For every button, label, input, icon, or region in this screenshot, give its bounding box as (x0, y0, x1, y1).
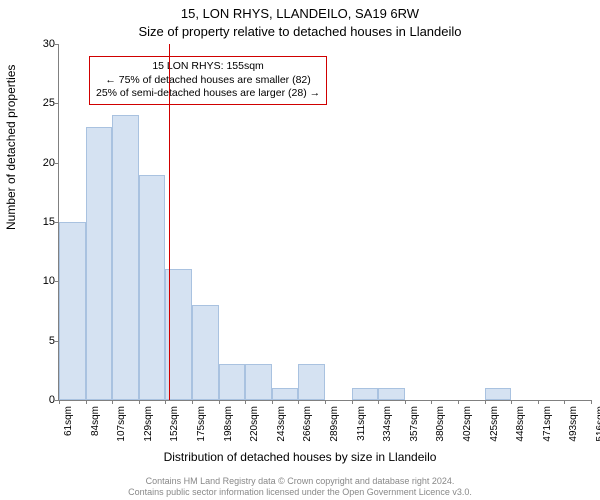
x-tick-mark (352, 400, 353, 404)
x-tick-mark (591, 400, 592, 404)
footer-attribution: Contains HM Land Registry data © Crown c… (0, 476, 600, 498)
histogram-bar (59, 222, 86, 400)
chart-title-address: 15, LON RHYS, LLANDEILO, SA19 6RW (0, 6, 600, 21)
y-tick-mark (55, 44, 59, 45)
marker-line (169, 44, 170, 400)
x-tick-mark (405, 400, 406, 404)
x-tick-mark (431, 400, 432, 404)
histogram-bar (86, 127, 113, 400)
histogram-bar (219, 364, 246, 400)
x-tick-mark (59, 400, 60, 404)
chart-title-desc: Size of property relative to detached ho… (0, 24, 600, 39)
x-tick-mark (272, 400, 273, 404)
histogram-bar (192, 305, 219, 400)
x-tick-mark (219, 400, 220, 404)
footer-line1: Contains HM Land Registry data © Crown c… (0, 476, 600, 487)
x-tick-label: 516sqm (595, 406, 600, 442)
x-tick-mark (538, 400, 539, 404)
x-tick-mark (485, 400, 486, 404)
x-tick-mark (86, 400, 87, 404)
x-tick-mark (112, 400, 113, 404)
plot-area: 15 LON RHYS: 155sqm ← 75% of detached ho… (58, 44, 591, 401)
x-tick-label: 448sqm (515, 406, 526, 442)
x-tick-label: 220sqm (249, 406, 260, 442)
histogram-bar (485, 388, 512, 400)
histogram-bar (352, 388, 379, 400)
annotation-line1: 15 LON RHYS: 155sqm (96, 60, 320, 74)
x-tick-mark (378, 400, 379, 404)
x-tick-label: 357sqm (409, 406, 420, 442)
x-tick-label: 334sqm (382, 406, 393, 442)
x-tick-mark (458, 400, 459, 404)
x-tick-label: 175sqm (196, 406, 207, 442)
x-tick-label: 243sqm (276, 406, 287, 442)
x-tick-label: 493sqm (568, 406, 579, 442)
footer-line2: Contains public sector information licen… (0, 487, 600, 498)
annotation-line3: 25% of semi-detached houses are larger (… (96, 87, 320, 101)
y-tick-mark (55, 103, 59, 104)
x-tick-mark (298, 400, 299, 404)
x-tick-mark (245, 400, 246, 404)
x-tick-mark (165, 400, 166, 404)
x-tick-mark (511, 400, 512, 404)
x-tick-mark (325, 400, 326, 404)
x-tick-label: 84sqm (90, 406, 101, 436)
x-tick-label: 61sqm (63, 406, 74, 436)
x-tick-label: 425sqm (489, 406, 500, 442)
x-tick-label: 289sqm (329, 406, 340, 442)
y-tick-mark (55, 163, 59, 164)
x-tick-label: 198sqm (223, 406, 234, 442)
annotation-box: 15 LON RHYS: 155sqm ← 75% of detached ho… (89, 56, 327, 105)
x-axis-label: Distribution of detached houses by size … (0, 450, 600, 464)
x-tick-label: 266sqm (302, 406, 313, 442)
x-tick-label: 107sqm (116, 406, 127, 442)
x-tick-mark (139, 400, 140, 404)
x-tick-label: 152sqm (169, 406, 180, 442)
x-tick-label: 129sqm (143, 406, 154, 442)
histogram-bar (139, 175, 166, 400)
x-tick-label: 311sqm (356, 406, 367, 441)
histogram-bar (378, 388, 405, 400)
y-axis-label: Number of detached properties (4, 65, 18, 230)
x-tick-label: 402sqm (462, 406, 473, 442)
histogram-bar (272, 388, 299, 400)
histogram-bar (112, 115, 139, 400)
x-tick-mark (564, 400, 565, 404)
histogram-bar (298, 364, 325, 400)
x-tick-mark (192, 400, 193, 404)
x-tick-label: 380sqm (435, 406, 446, 442)
annotation-line2: ← 75% of detached houses are smaller (82… (96, 74, 320, 88)
histogram-bar (245, 364, 272, 400)
x-tick-label: 471sqm (542, 406, 553, 442)
chart-container: 15, LON RHYS, LLANDEILO, SA19 6RW Size o… (0, 0, 600, 500)
